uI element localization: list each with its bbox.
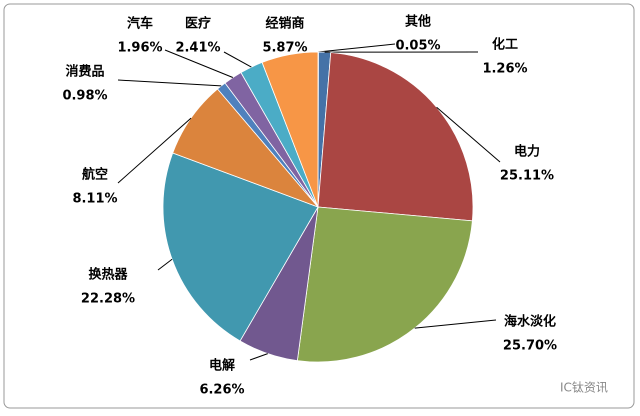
slice-value-label: 25.11% bbox=[500, 169, 554, 184]
slice-value-label: 25.70% bbox=[503, 339, 557, 354]
slice-name: 汽车 bbox=[127, 16, 153, 32]
slice-name: 电力 bbox=[514, 144, 540, 160]
pie-slice bbox=[261, 51, 319, 208]
leader-line bbox=[157, 258, 173, 271]
leader-line bbox=[414, 319, 497, 329]
leader-line bbox=[249, 353, 268, 361]
slice-name: 消费品 bbox=[65, 64, 104, 80]
slice-value-label: 0.98% bbox=[62, 89, 107, 104]
slice-value-label: 0.05% bbox=[395, 39, 440, 54]
watermark: IC钛资讯 bbox=[560, 380, 608, 395]
slice-name: 医疗 bbox=[185, 16, 211, 32]
slice-value-label: 8.11% bbox=[72, 192, 117, 207]
slice-value-label: 6.26% bbox=[199, 383, 244, 398]
leader-line bbox=[436, 106, 501, 163]
slice-name: 换热器 bbox=[88, 267, 128, 283]
pie-slice bbox=[162, 152, 319, 342]
slice-value-label: 22.28% bbox=[81, 292, 135, 307]
slice-value-label: 1.96% bbox=[117, 41, 162, 56]
leader-line bbox=[117, 79, 222, 87]
slice-name: 其他 bbox=[405, 14, 431, 30]
slice-name: 海水淡化 bbox=[504, 314, 556, 330]
leader-line bbox=[117, 117, 192, 184]
leader-line bbox=[318, 43, 396, 53]
slice-name: 化工 bbox=[492, 37, 518, 53]
leader-line bbox=[223, 51, 252, 68]
slice-name: 经销商 bbox=[265, 16, 304, 32]
slice-value-label: 1.26% bbox=[482, 62, 527, 77]
leader-line bbox=[164, 49, 234, 78]
slice-name: 航空 bbox=[82, 167, 108, 183]
slice-value-label: 2.41% bbox=[175, 41, 220, 56]
pie-slice bbox=[296, 206, 473, 363]
slice-name: 电解 bbox=[209, 358, 235, 374]
slice-value-label: 5.87% bbox=[262, 41, 307, 56]
